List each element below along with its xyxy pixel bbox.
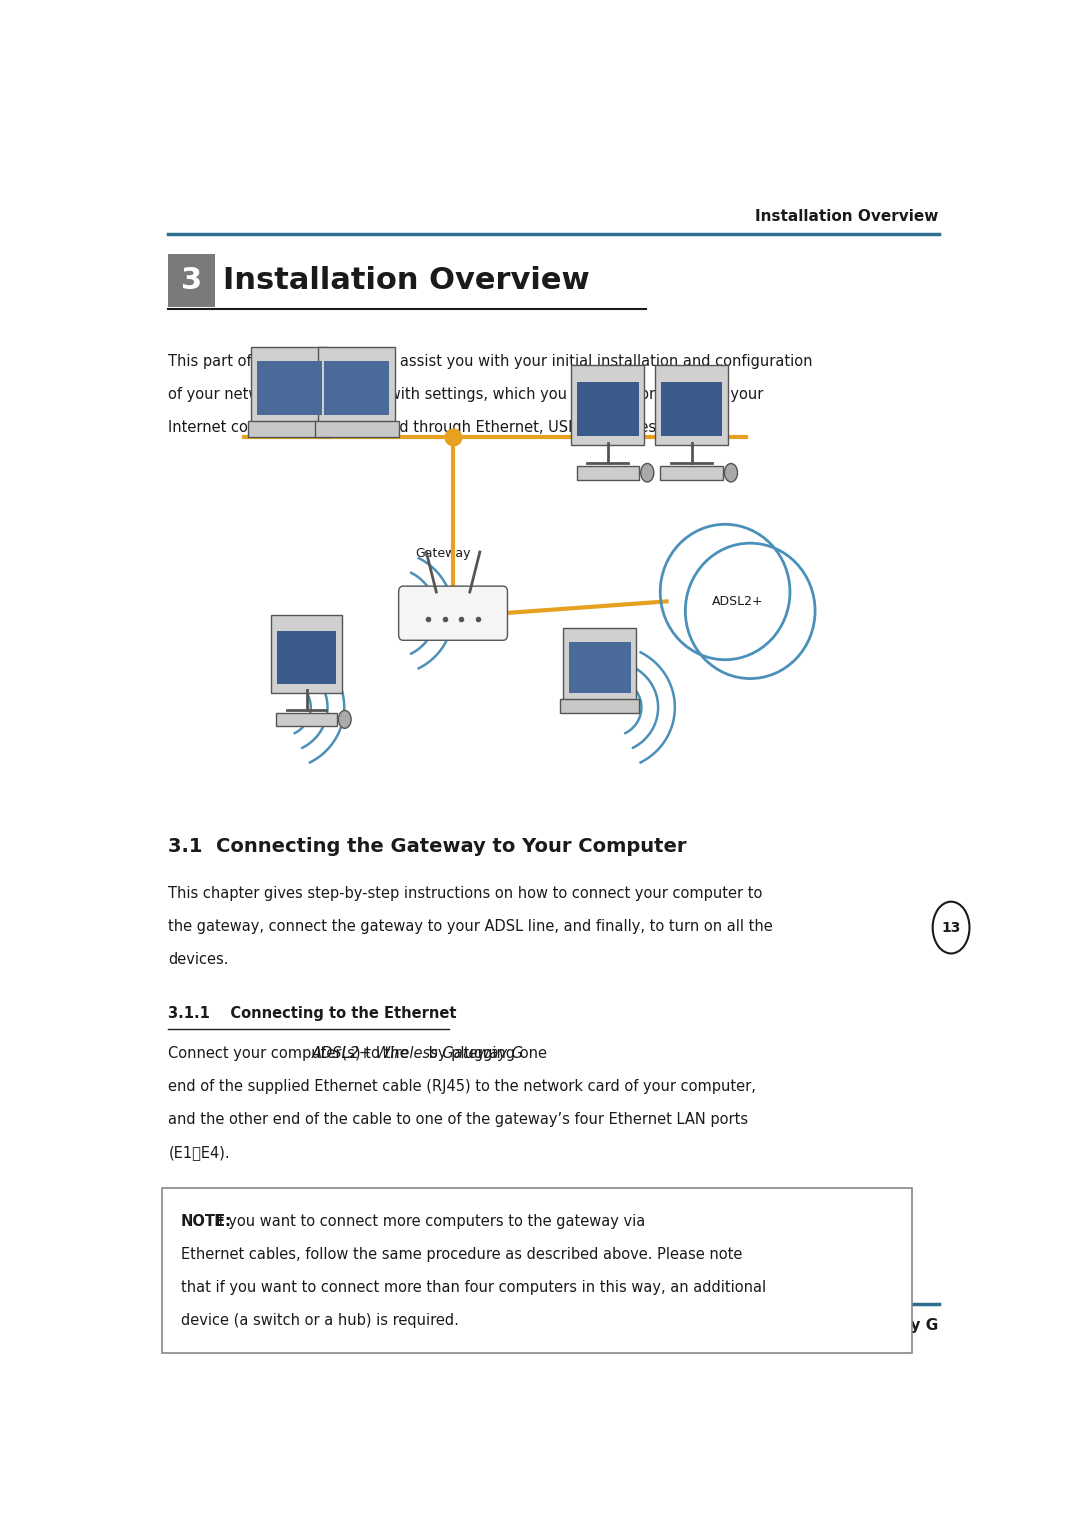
FancyBboxPatch shape (656, 365, 728, 445)
Text: device (a switch or a hub) is required.: device (a switch or a hub) is required. (181, 1312, 459, 1327)
FancyBboxPatch shape (577, 466, 639, 480)
FancyBboxPatch shape (162, 1188, 912, 1353)
Text: 3.1.1    Connecting to the Ethernet: 3.1.1 Connecting to the Ethernet (168, 1006, 457, 1021)
Text: Ethernet cables, follow the same procedure as described above. Please note: Ethernet cables, follow the same procedu… (181, 1246, 742, 1261)
Text: 13: 13 (942, 920, 961, 934)
Text: by plugging one: by plugging one (423, 1046, 546, 1061)
FancyBboxPatch shape (661, 382, 723, 436)
FancyBboxPatch shape (271, 615, 342, 693)
Text: 3: 3 (181, 266, 202, 295)
FancyBboxPatch shape (248, 422, 332, 437)
FancyBboxPatch shape (315, 422, 399, 437)
Circle shape (725, 463, 738, 482)
Circle shape (338, 711, 351, 728)
Text: and the other end of the cable to one of the gateway’s four Ethernet LAN ports: and the other end of the cable to one of… (168, 1113, 748, 1127)
Text: devices.: devices. (168, 953, 229, 968)
Text: 3.1  Connecting the Gateway to Your Computer: 3.1 Connecting the Gateway to Your Compu… (168, 836, 687, 856)
FancyBboxPatch shape (276, 713, 337, 726)
FancyBboxPatch shape (568, 642, 631, 693)
FancyBboxPatch shape (319, 347, 395, 425)
Text: NOTE:: NOTE: (181, 1214, 232, 1229)
FancyBboxPatch shape (577, 382, 638, 436)
Text: Internet connection to be shared through Ethernet, USB or Wireless media.: Internet connection to be shared through… (168, 420, 719, 436)
Text: Corinex ADSL2+ Wireless Gateway G: Corinex ADSL2+ Wireless Gateway G (623, 1318, 939, 1333)
FancyBboxPatch shape (324, 361, 390, 416)
Text: of your network and help you with settings, which you need to configure for your: of your network and help you with settin… (168, 387, 764, 402)
Text: end of the supplied Ethernet cable (RJ45) to the network card of your computer,: end of the supplied Ethernet cable (RJ45… (168, 1079, 756, 1095)
FancyBboxPatch shape (257, 361, 323, 416)
Text: Gateway: Gateway (416, 547, 471, 560)
Text: If you want to connect more computers to the gateway via: If you want to connect more computers to… (205, 1214, 646, 1229)
Text: Installation Overview: Installation Overview (222, 266, 590, 295)
FancyBboxPatch shape (661, 466, 723, 480)
FancyBboxPatch shape (276, 631, 336, 683)
FancyBboxPatch shape (252, 347, 328, 425)
Circle shape (640, 463, 653, 482)
Text: Connect your computer(s) to the: Connect your computer(s) to the (168, 1046, 414, 1061)
Text: This chapter gives step-by-step instructions on how to connect your computer to: This chapter gives step-by-step instruct… (168, 887, 762, 902)
FancyBboxPatch shape (168, 254, 215, 307)
FancyBboxPatch shape (571, 365, 645, 445)
Text: ADSL2+ Wireless Gateway G: ADSL2+ Wireless Gateway G (312, 1046, 524, 1061)
Text: the gateway, connect the gateway to your ADSL line, and finally, to turn on all : the gateway, connect the gateway to your… (168, 919, 773, 934)
FancyBboxPatch shape (399, 586, 508, 641)
Text: (E1～E4).: (E1～E4). (168, 1145, 230, 1161)
Text: This part of the User Guide will assist you with your initial installation and c: This part of the User Guide will assist … (168, 355, 813, 368)
FancyBboxPatch shape (563, 628, 636, 702)
Text: Installation Overview: Installation Overview (755, 209, 939, 223)
Circle shape (933, 902, 970, 954)
Text: that if you want to connect more than four computers in this way, an additional: that if you want to connect more than fo… (181, 1280, 766, 1295)
Text: ADSL2+: ADSL2+ (712, 595, 764, 609)
FancyBboxPatch shape (559, 699, 639, 713)
